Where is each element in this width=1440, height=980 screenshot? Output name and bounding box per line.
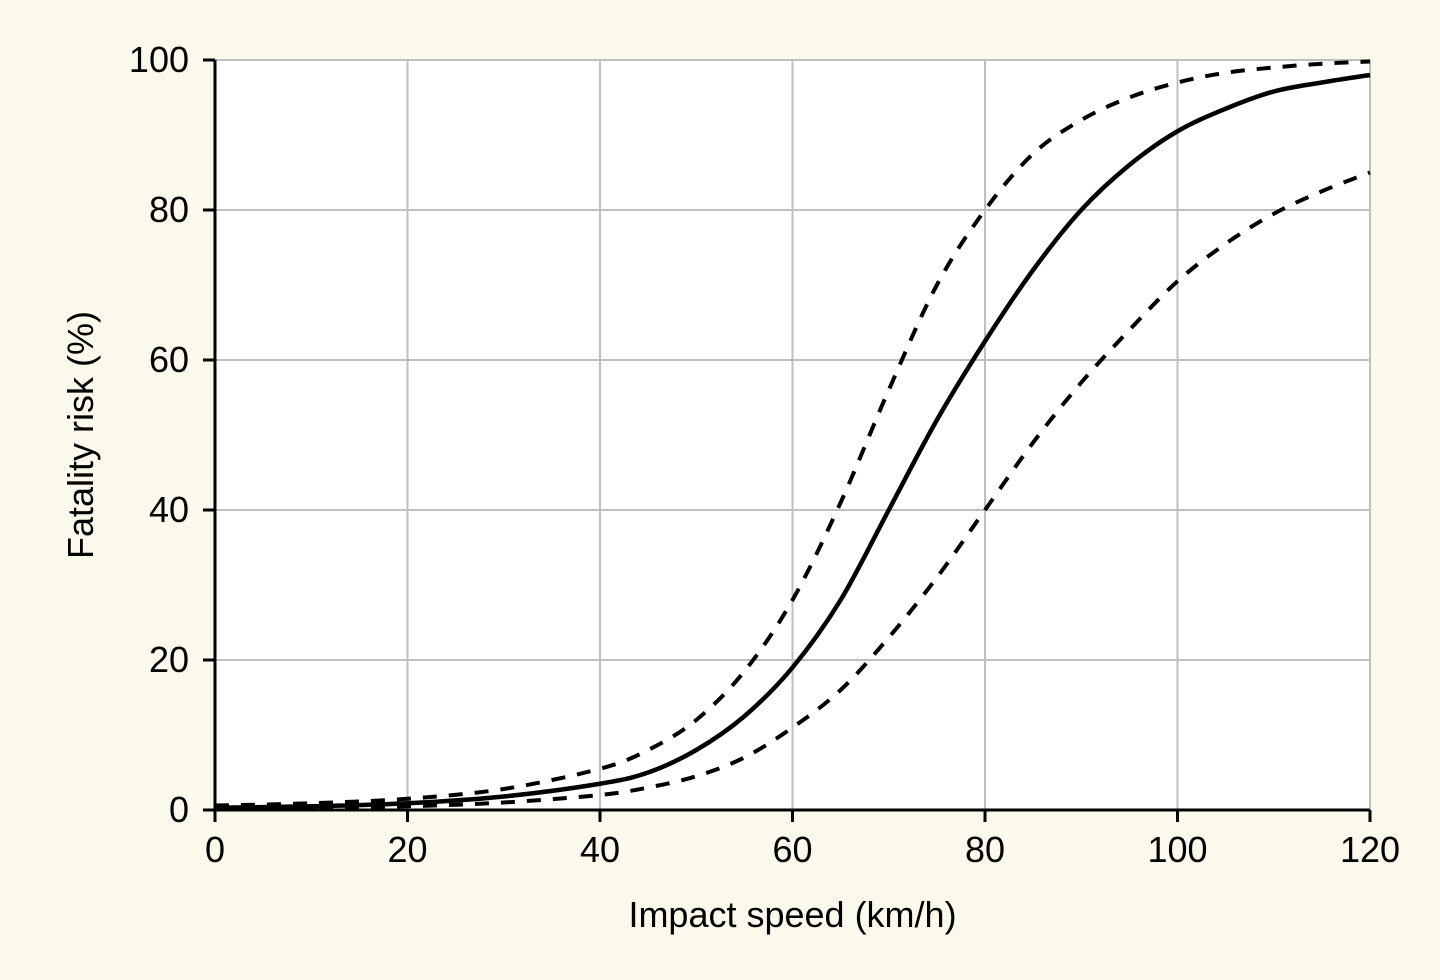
y-tick-label: 100 [129, 39, 189, 80]
y-axis-label: Fatality risk (%) [60, 311, 101, 559]
x-tick-label: 60 [772, 829, 812, 870]
y-tick-label: 20 [149, 639, 189, 680]
y-tick-label: 60 [149, 339, 189, 380]
y-tick-label: 40 [149, 489, 189, 530]
x-tick-label: 20 [387, 829, 427, 870]
x-axis-label: Impact speed (km/h) [628, 894, 956, 935]
x-tick-label: 100 [1147, 829, 1207, 870]
x-tick-label: 40 [580, 829, 620, 870]
fatality-risk-chart: 0 20 40 60 80 100 120 0 20 40 60 80 100 Impact speed … [0, 0, 1440, 980]
x-tick-label: 120 [1340, 829, 1400, 870]
x-tick-label: 0 [205, 829, 225, 870]
x-tick-label: 80 [965, 829, 1005, 870]
y-tick-label: 80 [149, 189, 189, 230]
chart-container: 0 20 40 60 80 100 120 0 20 40 60 80 100 Impact speed … [0, 0, 1440, 980]
y-tick-label: 0 [169, 789, 189, 830]
